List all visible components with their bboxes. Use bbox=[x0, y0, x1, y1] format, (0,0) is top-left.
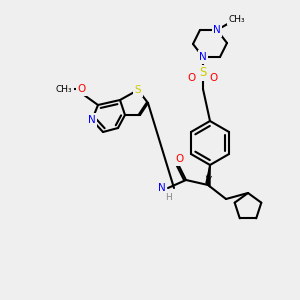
Polygon shape bbox=[206, 165, 210, 187]
Text: N: N bbox=[88, 115, 96, 125]
Text: O: O bbox=[78, 84, 86, 94]
Text: CH₃: CH₃ bbox=[56, 85, 72, 94]
Text: N: N bbox=[213, 25, 221, 35]
Text: H: H bbox=[165, 194, 171, 202]
Text: S: S bbox=[135, 85, 141, 95]
Text: CH₃: CH₃ bbox=[229, 14, 245, 23]
Text: S: S bbox=[199, 67, 207, 80]
Text: O: O bbox=[175, 154, 183, 164]
Text: N: N bbox=[199, 52, 207, 62]
Text: O: O bbox=[188, 73, 196, 83]
Text: O: O bbox=[210, 73, 218, 83]
Text: N: N bbox=[158, 183, 166, 193]
